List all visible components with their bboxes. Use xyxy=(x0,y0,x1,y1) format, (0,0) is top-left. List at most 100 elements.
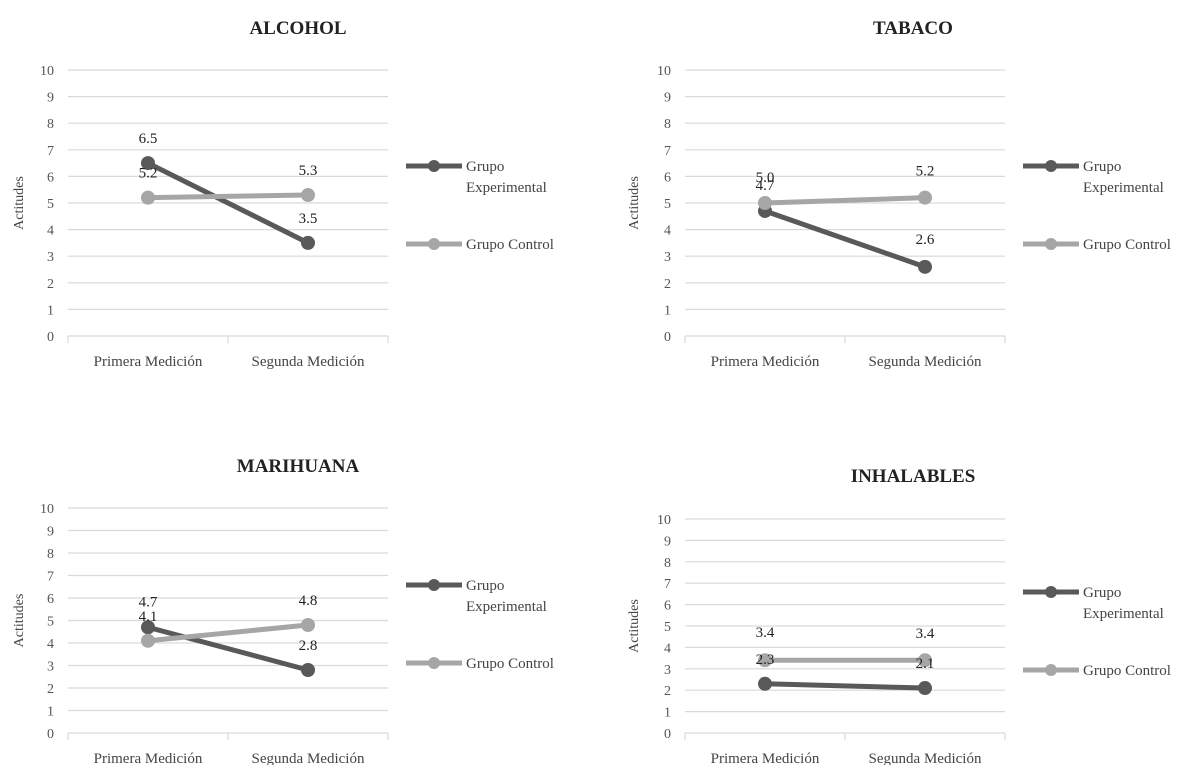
data-label: 5.2 xyxy=(916,164,935,180)
data-label: 2.8 xyxy=(299,638,318,654)
y-tick-label: 3 xyxy=(47,660,54,675)
data-label: 5.3 xyxy=(299,163,318,179)
data-point xyxy=(141,190,155,205)
y-tick-label: 3 xyxy=(664,250,671,265)
legend-swatch-marker xyxy=(428,238,440,250)
legend-label: Experimental xyxy=(466,599,547,615)
legend-swatch-marker xyxy=(428,579,440,591)
legend-item-grupo-control: Grupo Control xyxy=(1023,663,1171,679)
y-tick-label: 5 xyxy=(664,620,671,635)
y-tick-label: 10 xyxy=(40,502,54,517)
chart-svg-alcohol: ALCOHOL 0 1 2 3 4 5 6 7 8 9 10 Primera Medición Segun… xyxy=(12,18,554,370)
legend-label: Grupo Control xyxy=(466,656,554,672)
y-tick-label: 6 xyxy=(47,170,54,185)
data-label: 3.4 xyxy=(756,625,775,641)
y-tick-label: 7 xyxy=(47,570,54,585)
legend-label: Grupo Control xyxy=(466,237,554,253)
data-point xyxy=(301,235,315,250)
legend-label: Grupo xyxy=(1083,585,1121,601)
chart-svg-tabaco: TABACO 0 1 2 3 4 5 6 7 8 9 10 Primera Medición Segund… xyxy=(627,18,1171,370)
y-tick-label: 8 xyxy=(47,117,54,132)
legend-swatch-marker xyxy=(1045,664,1057,676)
y-tick-label: 5 xyxy=(664,197,671,212)
y-tick-label: 7 xyxy=(664,577,671,592)
x-tick-label: Primera Medición xyxy=(711,354,820,370)
y-tick-label: 0 xyxy=(47,330,54,345)
y-axis-title: Actitudes xyxy=(627,176,642,230)
legend-item-grupo-control: Grupo Control xyxy=(1023,237,1171,253)
data-point xyxy=(918,653,932,668)
data-point xyxy=(141,620,155,635)
x-tick-label: Primera Medición xyxy=(94,354,203,370)
legend-item-grupo-experimental: Grupo Experimental xyxy=(1023,159,1164,196)
data-label: 4.1 xyxy=(139,609,158,625)
legend-item-grupo-experimental: Grupo Experimental xyxy=(1023,585,1164,622)
legend-item-grupo-experimental: Grupo Experimental xyxy=(406,159,547,196)
data-label: 2.3 xyxy=(756,652,775,668)
data-point xyxy=(918,681,932,696)
y-tick-label: 9 xyxy=(47,91,54,106)
y-axis-title: Actitudes xyxy=(12,594,27,648)
chart-panel-marihuana: MARIHUANA 0 1 2 3 4 5 6 7 8 9 10 Primera Medición Seg… xyxy=(0,382,590,765)
y-tick-label: 9 xyxy=(47,525,54,540)
legend-label: Grupo xyxy=(1083,159,1121,175)
series-line-grupo-experimental xyxy=(762,208,928,270)
legend-label: Grupo xyxy=(466,159,504,175)
y-tick-label: 10 xyxy=(657,513,671,528)
y-tick-label: 2 xyxy=(664,277,671,292)
y-tick-label: 10 xyxy=(40,64,54,79)
series-line-grupo-experimental xyxy=(145,624,311,673)
y-tick-label: 3 xyxy=(664,663,671,678)
y-tick-label: 1 xyxy=(47,303,54,318)
legend-swatch-marker xyxy=(428,657,440,669)
x-tick-label: Primera Medición xyxy=(711,751,820,765)
legend-label: Experimental xyxy=(1083,606,1164,622)
data-label: 2.6 xyxy=(916,232,935,248)
series-line-grupo-experimental xyxy=(762,681,928,691)
legend-swatch-marker xyxy=(1045,160,1057,172)
x-tick-label: Segunda Medición xyxy=(869,354,982,370)
series-line-grupo-control xyxy=(145,192,311,201)
data-point xyxy=(758,653,772,668)
y-tick-label: 1 xyxy=(664,706,671,721)
y-tick-label: 6 xyxy=(664,170,671,185)
y-tick-label: 10 xyxy=(657,64,671,79)
y-tick-label: 2 xyxy=(664,684,671,699)
chart-title-inhalables: INHALABLES xyxy=(851,466,976,487)
data-label: 3.5 xyxy=(299,211,318,227)
y-tick-label: 1 xyxy=(47,705,54,720)
y-tick-label: 0 xyxy=(47,727,54,742)
y-tick-label: 2 xyxy=(47,277,54,292)
data-label: 4.7 xyxy=(756,178,775,194)
data-label: 3.4 xyxy=(916,626,935,642)
y-tick-label: 5 xyxy=(47,197,54,212)
data-point xyxy=(758,196,772,210)
y-tick-label: 9 xyxy=(664,534,671,549)
chart-title-alcohol: ALCOHOL xyxy=(249,18,346,39)
y-tick-label: 4 xyxy=(664,641,671,656)
y-tick-label: 3 xyxy=(47,250,54,265)
legend-label: Grupo Control xyxy=(1083,237,1171,253)
data-label: 2.1 xyxy=(916,656,935,672)
data-point xyxy=(141,156,155,171)
data-point xyxy=(301,188,315,203)
data-point xyxy=(141,633,155,648)
legend-swatch-marker xyxy=(1045,586,1057,598)
y-tick-label: 6 xyxy=(47,592,54,607)
x-tick-label: Segunda Medición xyxy=(252,354,365,370)
y-tick-label: 8 xyxy=(47,547,54,562)
chart-panel-tabaco: TABACO 0 1 2 3 4 5 6 7 8 9 10 Primera Medición Segund… xyxy=(615,0,1190,380)
legend-label: Grupo xyxy=(466,578,504,594)
chart-panel-alcohol: ALCOHOL 0 1 2 3 4 5 6 7 8 9 10 Primera Medición Segun… xyxy=(0,0,590,380)
data-point xyxy=(301,618,315,632)
y-tick-label: 8 xyxy=(664,117,671,132)
data-point xyxy=(918,259,932,274)
legend-item-grupo-control: Grupo Control xyxy=(406,237,554,253)
data-point xyxy=(758,676,772,691)
y-axis-title: Actitudes xyxy=(627,599,642,653)
legend-item-grupo-control: Grupo Control xyxy=(406,656,554,672)
data-point xyxy=(301,663,315,677)
y-tick-label: 0 xyxy=(664,727,671,742)
legend-item-grupo-experimental: Grupo Experimental xyxy=(406,578,547,615)
y-tick-label: 7 xyxy=(664,144,671,159)
